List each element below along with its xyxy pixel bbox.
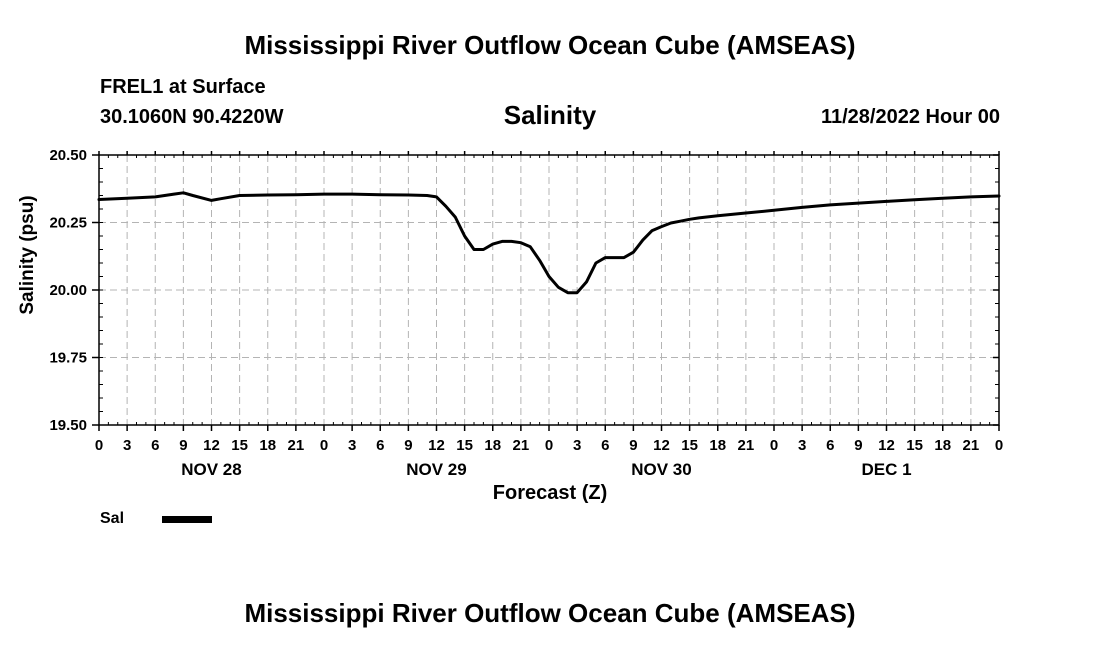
x-tick-label: 3 xyxy=(798,437,806,454)
legend-label: Sal xyxy=(100,510,125,527)
x-tick-label: 12 xyxy=(428,437,445,454)
legend-swatch xyxy=(162,516,212,523)
y-tick-label: 19.75 xyxy=(49,350,87,367)
y-tick-label: 19.50 xyxy=(49,417,87,434)
x-tick-label: 6 xyxy=(151,437,159,454)
chart-title: Salinity xyxy=(503,100,597,130)
x-tick-label: 18 xyxy=(259,437,276,454)
y-tick-label: 20.25 xyxy=(49,215,87,232)
x-tick-label: 18 xyxy=(934,437,951,454)
x-tick-label: 6 xyxy=(601,437,609,454)
station-label: FREL1 at Surface xyxy=(100,76,266,98)
x-tick-label: 15 xyxy=(456,437,473,454)
x-tick-label: 3 xyxy=(123,437,131,454)
x-tick-label: 0 xyxy=(770,437,778,454)
x-tick-label: 3 xyxy=(348,437,356,454)
x-tick-label: 0 xyxy=(320,437,328,454)
x-tick-label: 21 xyxy=(288,437,305,454)
x-tick-label: 9 xyxy=(404,437,412,454)
y-tick-label: 20.50 xyxy=(49,147,87,164)
plot-frame xyxy=(98,154,1000,426)
x-tick-label: 6 xyxy=(376,437,384,454)
x-axis-label: Forecast (Z) xyxy=(492,482,608,504)
x-tick-label: 21 xyxy=(513,437,530,454)
x-tick-label: 9 xyxy=(854,437,862,454)
x-tick-label: 15 xyxy=(681,437,698,454)
x-tick-label: 12 xyxy=(653,437,670,454)
x-tick-label: 6 xyxy=(826,437,834,454)
x-tick-label: 21 xyxy=(963,437,980,454)
coordinates-label: 30.1060N 90.4220W xyxy=(100,106,284,128)
page-title: Mississippi River Outflow Ocean Cube (AM… xyxy=(244,30,856,60)
series-line-salinity xyxy=(97,191,1001,295)
x-tick-label: 12 xyxy=(203,437,220,454)
x-tick-label: 0 xyxy=(95,437,103,454)
date-label: NOV 29 xyxy=(406,460,466,479)
date-label: NOV 28 xyxy=(181,460,241,479)
x-tick-label: 3 xyxy=(573,437,581,454)
y-tick-label: 20.00 xyxy=(49,282,87,299)
x-tick-label: 21 xyxy=(738,437,755,454)
x-tick-label: 15 xyxy=(906,437,923,454)
date-label: NOV 30 xyxy=(631,460,691,479)
x-tick-label: 0 xyxy=(545,437,553,454)
x-tick-label: 18 xyxy=(484,437,501,454)
run-time-label: 11/28/2022 Hour 00 xyxy=(820,106,1000,128)
x-tick-label: 9 xyxy=(629,437,637,454)
x-tick-label: 15 xyxy=(231,437,248,454)
date-label: DEC 1 xyxy=(861,460,911,479)
x-tick-label: 9 xyxy=(179,437,187,454)
x-tick-label: 18 xyxy=(709,437,726,454)
footer-title: Mississippi River Outflow Ocean Cube (AM… xyxy=(244,598,856,628)
x-tick-label: 12 xyxy=(878,437,895,454)
x-tick-label: 0 xyxy=(995,437,1003,454)
